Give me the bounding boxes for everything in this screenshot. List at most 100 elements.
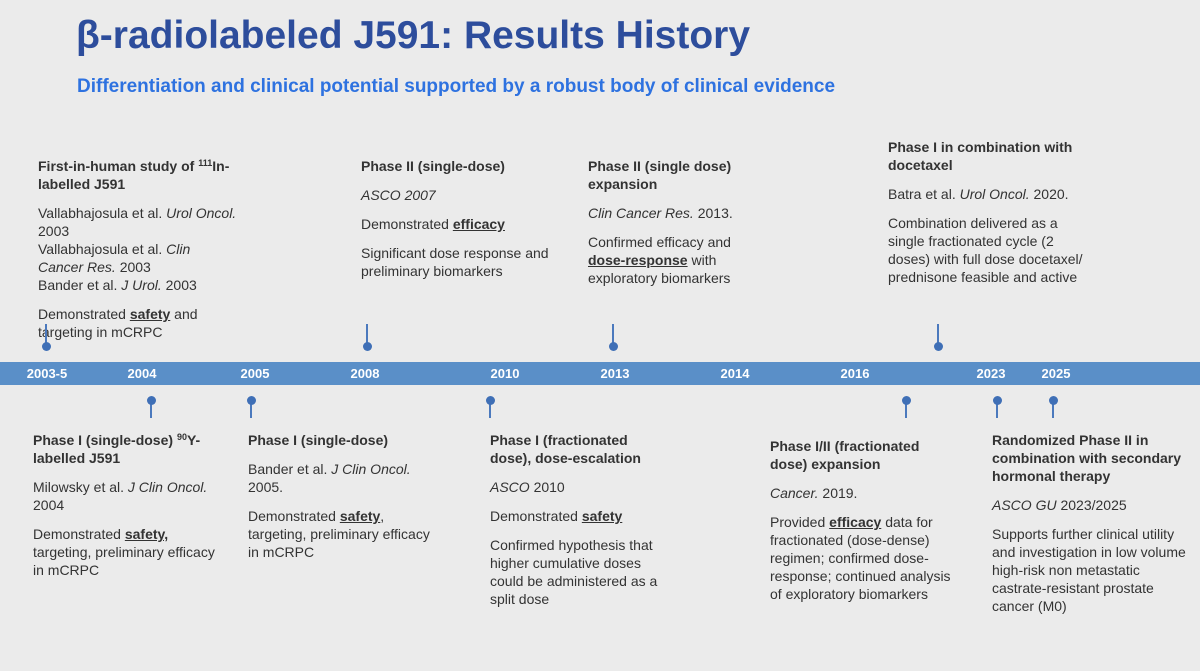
entry-note: Provided efficacy data for fractionated … xyxy=(770,513,955,603)
text-run: Demonstrated xyxy=(248,508,340,524)
entry-heading: Phase I (fractionated dose), dose-escala… xyxy=(490,431,660,467)
pin-dot xyxy=(41,342,51,351)
text-run: First-in-human study of xyxy=(38,158,199,174)
styled-run: safety xyxy=(129,306,171,322)
styled-run: Clin Cancer Res. xyxy=(588,205,694,221)
text-run: Phase II (single dose) expansion xyxy=(588,158,732,192)
pin-dot xyxy=(933,342,943,351)
pin-stem xyxy=(937,324,939,346)
pin-dot xyxy=(1048,396,1058,405)
entry-references: Clin Cancer Res. 2013. xyxy=(588,204,758,222)
styled-run: efficacy xyxy=(829,514,882,530)
entry-heading: Phase I (single-dose) 90Y-labelled J591 xyxy=(33,431,218,467)
entry-heading: Phase II (single-dose) xyxy=(361,157,561,175)
text-run: data for fractionated (dose-dense) regim… xyxy=(770,514,951,602)
styled-run: safety xyxy=(581,508,623,524)
text-run: Confirmed efficacy and xyxy=(588,234,731,250)
entry-note: Demonstrated safety, targeting, prelimin… xyxy=(248,507,438,561)
year-label: 2004 xyxy=(127,366,157,381)
reference: Clin Cancer Res. 2013. xyxy=(588,204,758,222)
text-run: Demonstrated xyxy=(38,306,130,322)
entry-references: ASCO 2007 xyxy=(361,186,561,204)
text-run: Phase I (single-dose) xyxy=(33,432,177,448)
year-label: 2023 xyxy=(976,366,1006,381)
pin-dot xyxy=(485,396,495,405)
styled-run: ASCO xyxy=(490,479,530,495)
text-run: Milowsky et al. xyxy=(33,479,128,495)
timeline-axis xyxy=(0,362,1200,385)
text-run: Phase II (single-dose) xyxy=(361,158,505,174)
text-run: Vallabhajosula et al. xyxy=(38,205,167,221)
text-run: Supports further clinical utility and in… xyxy=(992,526,1186,614)
text-run: Demonstrated xyxy=(490,508,582,524)
styled-run: ASCO 2007 xyxy=(361,187,436,203)
timeline-entry: First-in-human study of 111In-labelled J… xyxy=(38,157,238,352)
text-run: Bander et al. xyxy=(38,277,122,293)
reference: Vallabhajosula et al. Clin Cancer Res. 2… xyxy=(38,240,238,276)
slide-title: β-radiolabeled J591: Results History xyxy=(76,14,751,57)
pin-stem xyxy=(45,324,47,346)
styled-run: Cancer. xyxy=(770,485,819,501)
timeline-entry: Phase I in combination with docetaxel Bat… xyxy=(888,138,1088,297)
reference: Bander et al. J Urol. 2003 xyxy=(38,276,238,294)
styled-run: Urol Oncol. xyxy=(166,205,237,221)
entry-references: ASCO GU 2023/2025 xyxy=(992,496,1198,514)
reference: Cancer. 2019. xyxy=(770,484,955,502)
text-run: 2004 xyxy=(33,497,65,513)
text-run: Phase I (single-dose) xyxy=(248,432,389,448)
text-run: with exploratory biomarkers xyxy=(588,252,731,286)
pin-dot xyxy=(362,342,372,351)
entry-note: Demonstrated efficacy xyxy=(361,215,561,233)
text-run: Y-labelled J591 xyxy=(33,432,201,466)
pin-stem xyxy=(1052,398,1054,418)
text-run: Phase I in combination with docetaxel xyxy=(888,139,1073,173)
pin-dot xyxy=(146,396,156,405)
text-run: 2003 xyxy=(38,223,70,239)
slide-subtitle: Differentiation and clinical potential s… xyxy=(77,76,836,97)
pin-dot xyxy=(992,396,1002,405)
text-run: 2003 xyxy=(161,277,197,293)
entry-note: Demonstrated safety and targeting in mCR… xyxy=(38,305,238,341)
pin-stem xyxy=(150,398,152,418)
timeline-entry: Randomized Phase II in combination with … xyxy=(992,431,1198,626)
reference: Milowsky et al. J Clin Oncol. 2004 xyxy=(33,478,218,514)
text-run: and targeting in mCRPC xyxy=(38,306,198,340)
year-label: 2013 xyxy=(600,366,630,381)
entry-heading: Phase I (single-dose) xyxy=(248,431,438,449)
reference: ASCO GU 2023/2025 xyxy=(992,496,1198,514)
entry-references: Batra et al. Urol Oncol. 2020. xyxy=(888,185,1088,203)
timeline-entry: Phase I (single-dose) Bander et al. J Cli… xyxy=(248,431,438,572)
reference: ASCO 2010 xyxy=(490,478,660,496)
timeline-entry: Phase I (fractionated dose), dose-escala… xyxy=(490,431,660,619)
entry-note: Significant dose response and preliminar… xyxy=(361,244,561,280)
entry-note: Demonstrated safety, targeting, prelimin… xyxy=(33,525,218,579)
text-run: Demonstrated xyxy=(33,526,125,542)
styled-run: 90 xyxy=(176,432,187,442)
entry-note: Combination delivered as a single fracti… xyxy=(888,214,1088,286)
text-run: 2023/2025 xyxy=(1056,497,1127,513)
entry-note: Confirmed hypothesis that higher cumulat… xyxy=(490,536,660,608)
styled-run: J Clin Oncol. xyxy=(331,461,411,477)
text-run: Phase I (fractionated dose), dose-escala… xyxy=(490,432,641,466)
text-run: 2010 xyxy=(529,479,565,495)
reference: ASCO 2007 xyxy=(361,186,561,204)
styled-run: ASCO GU xyxy=(992,497,1057,513)
text-run: 2013. xyxy=(693,205,733,221)
entry-heading: Randomized Phase II in combination with … xyxy=(992,431,1198,485)
timeline-entry: Phase I/II (fractionated dose) expansion… xyxy=(770,437,955,614)
styled-run: efficacy xyxy=(452,216,505,232)
pin-stem xyxy=(612,324,614,346)
year-label: 2003-5 xyxy=(26,366,68,381)
entry-heading: Phase I in combination with docetaxel xyxy=(888,138,1088,174)
entry-references: Vallabhajosula et al. Urol Oncol. 2003 Va… xyxy=(38,204,238,294)
pin-stem xyxy=(905,398,907,418)
pin-stem xyxy=(250,398,252,418)
timeline-entry: Phase I (single-dose) 90Y-labelled J591 M… xyxy=(33,431,218,590)
entry-note: Supports further clinical utility and in… xyxy=(992,525,1198,615)
text-run: 2005. xyxy=(248,479,284,495)
entry-references: Milowsky et al. J Clin Oncol. 2004 xyxy=(33,478,218,514)
styled-run: J Urol. xyxy=(121,277,162,293)
pin-stem xyxy=(366,324,368,346)
year-label: 2025 xyxy=(1041,366,1071,381)
